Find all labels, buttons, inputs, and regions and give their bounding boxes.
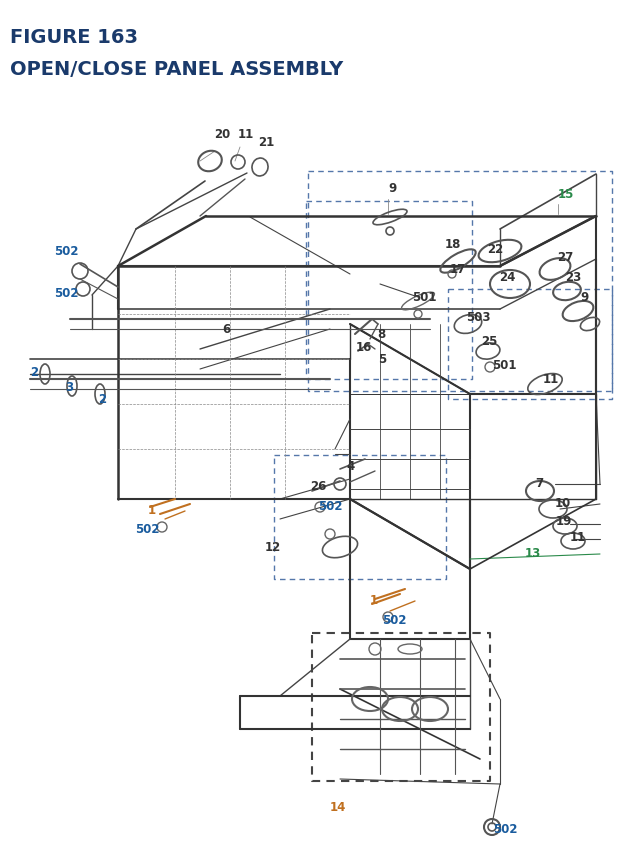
Text: 501: 501 bbox=[492, 359, 516, 372]
Text: 21: 21 bbox=[258, 136, 275, 149]
Text: OPEN/CLOSE PANEL ASSEMBLY: OPEN/CLOSE PANEL ASSEMBLY bbox=[10, 60, 343, 79]
Text: 16: 16 bbox=[356, 341, 372, 354]
Text: 25: 25 bbox=[481, 335, 497, 348]
Text: 19: 19 bbox=[556, 515, 572, 528]
Text: 502: 502 bbox=[382, 614, 406, 627]
Text: 14: 14 bbox=[330, 801, 346, 814]
Text: 18: 18 bbox=[445, 238, 461, 251]
Text: 20: 20 bbox=[214, 128, 230, 141]
Text: 10: 10 bbox=[555, 497, 572, 510]
Text: 9: 9 bbox=[388, 183, 396, 195]
Text: 502: 502 bbox=[318, 500, 342, 513]
Text: 502: 502 bbox=[493, 822, 518, 835]
Text: 26: 26 bbox=[310, 480, 326, 493]
Text: FIGURE 163: FIGURE 163 bbox=[10, 28, 138, 47]
Text: 5: 5 bbox=[378, 353, 387, 366]
Text: 23: 23 bbox=[565, 271, 581, 284]
Text: 501: 501 bbox=[412, 291, 436, 304]
Text: 11: 11 bbox=[543, 373, 559, 386]
Text: 15: 15 bbox=[558, 189, 574, 201]
Text: 27: 27 bbox=[557, 251, 573, 264]
Text: 13: 13 bbox=[525, 547, 541, 560]
Text: 502: 502 bbox=[54, 245, 79, 258]
Text: 8: 8 bbox=[377, 328, 385, 341]
Text: 2: 2 bbox=[98, 393, 106, 406]
Text: 9: 9 bbox=[580, 291, 588, 304]
Text: 11: 11 bbox=[238, 128, 254, 141]
Text: 11: 11 bbox=[570, 531, 586, 544]
Text: 17: 17 bbox=[450, 263, 467, 276]
Text: 502: 502 bbox=[135, 523, 159, 536]
Text: 24: 24 bbox=[499, 271, 515, 284]
Text: 2: 2 bbox=[30, 366, 38, 379]
Text: 1: 1 bbox=[370, 594, 378, 607]
Text: 7: 7 bbox=[535, 477, 543, 490]
Text: 4: 4 bbox=[346, 460, 355, 473]
Text: 1: 1 bbox=[148, 504, 156, 517]
Text: 22: 22 bbox=[487, 243, 503, 257]
Text: 6: 6 bbox=[222, 323, 230, 336]
Text: 503: 503 bbox=[466, 311, 490, 324]
Text: 3: 3 bbox=[65, 381, 73, 394]
Text: 12: 12 bbox=[265, 541, 281, 554]
Text: 502: 502 bbox=[54, 288, 79, 300]
